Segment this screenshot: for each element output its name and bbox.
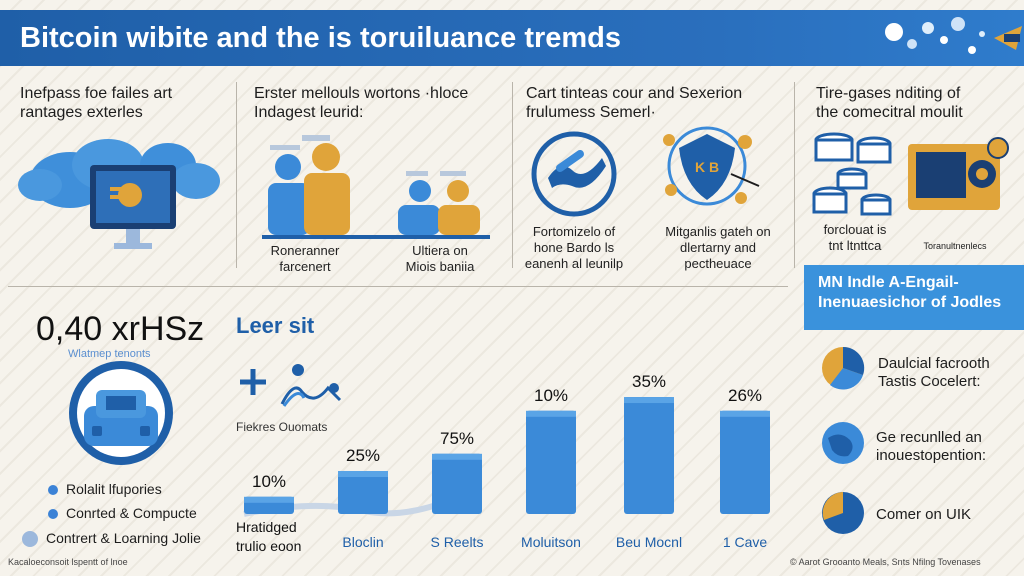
category-label: trulio eoon	[236, 538, 301, 554]
bar-top-2	[338, 471, 388, 477]
legend-item-2: Conrted & Compucte	[48, 505, 197, 521]
globe-icon	[822, 422, 864, 464]
bar-value-label: 10%	[534, 386, 568, 405]
legend-dot	[48, 485, 58, 496]
pie-chart-icon	[822, 346, 865, 390]
sidebar-banner: MN Indle A-Engail- Inenuaesichor of Jodl…	[804, 265, 1024, 330]
bar-value-label: 35%	[632, 372, 666, 391]
bar-value-label: 10%	[252, 472, 286, 491]
bar-5	[624, 397, 674, 514]
category-label: 1 Cave	[723, 534, 768, 550]
chart-note: Fiekres Ouomats	[236, 420, 328, 434]
sidebar-item-1: Daulcial facrooth Tastis Cocelert:	[878, 355, 990, 390]
footer-right: © Aarot Grooanto Meals, Snts Nfilng Tove…	[790, 557, 981, 567]
bar-top-6	[720, 410, 770, 417]
router-device-icon	[69, 361, 173, 465]
shield-text: K B	[695, 159, 719, 175]
panel-2-caption-2: Ultiera on Miois baniia	[405, 243, 475, 274]
bitcoin-shield-icon: K B	[663, 126, 760, 206]
panel-4-caption: forclouat is tnt ltnttca	[823, 222, 887, 253]
cloud-monitor-icon	[18, 139, 220, 249]
legend-item-1: Rolalit lfupories	[48, 481, 162, 497]
bar-top-3	[432, 453, 482, 460]
legend-dot	[22, 531, 38, 548]
panel-3-caption-1: Fortomizelo of hone Bardo ls eanenh al l…	[524, 224, 624, 271]
bar-2	[338, 471, 388, 514]
bar-3	[432, 453, 482, 514]
category-label: Hratidged	[236, 519, 297, 535]
bar-value-label: 75%	[440, 429, 474, 448]
people-icon	[262, 135, 490, 239]
category-label: Beu Mocnl	[616, 534, 682, 550]
category-label: Moluitson	[521, 534, 581, 550]
panel-3-heading: Cart tinteas cour and Sexerion frulumess…	[526, 85, 743, 121]
divider	[8, 286, 788, 287]
panel-4-small-caption: Toranultnenlecs	[923, 241, 987, 251]
bar-top-4	[526, 410, 576, 417]
bar-value-label: 26%	[728, 386, 762, 405]
bitcoin-coin-icon	[822, 492, 864, 534]
legend-dot	[48, 509, 58, 520]
bar-4	[526, 410, 576, 514]
sidebar-item-3: Comer on UIK	[876, 506, 972, 523]
chart-title: Leer sit	[236, 313, 315, 338]
category-label: S Reelts	[431, 534, 484, 550]
divider	[794, 82, 795, 268]
database-network-icon	[812, 132, 1009, 216]
big-stat-value: 0,40 xrHSz	[36, 310, 205, 348]
divider	[236, 82, 237, 268]
bar-top-1	[244, 496, 294, 503]
bar-6	[720, 410, 770, 514]
connection-icon	[240, 364, 342, 407]
category-label: Bloclin	[342, 534, 383, 550]
panel-3-caption-2: Mitganlis gateh on dlertarny and pectheu…	[665, 224, 771, 271]
page-title: Bitcoin wibite and the is toruiluance tr…	[20, 22, 622, 54]
panel-2-heading: Erster mellouls wortons ·hloce Indagest …	[254, 85, 469, 121]
panel-4-heading: Tire-gases nditing of the comecitral mou…	[816, 85, 963, 121]
panel-1-heading: Inefpass foe failes art rantages exterle…	[20, 85, 173, 121]
header-banner: Bitcoin wibite and the is toruiluance tr…	[0, 10, 1024, 66]
big-stat-subtitle: Wlatmep tenonts	[68, 348, 151, 360]
bar-value-label: 25%	[346, 446, 380, 465]
panel-2-caption-1: Roneranner farcenert	[270, 243, 340, 274]
divider	[512, 82, 513, 268]
bubble-decoration-icon	[885, 17, 1022, 54]
bar-top-5	[624, 397, 674, 404]
legend-item-3: Contrert & Loarning Jolie	[22, 530, 201, 548]
handshake-icon	[531, 131, 617, 217]
sidebar-item-2: Ge recunlled an inouestopention:	[876, 429, 987, 464]
footer-left: Kacaloeconsoit lspentt of lnoe	[8, 557, 128, 567]
